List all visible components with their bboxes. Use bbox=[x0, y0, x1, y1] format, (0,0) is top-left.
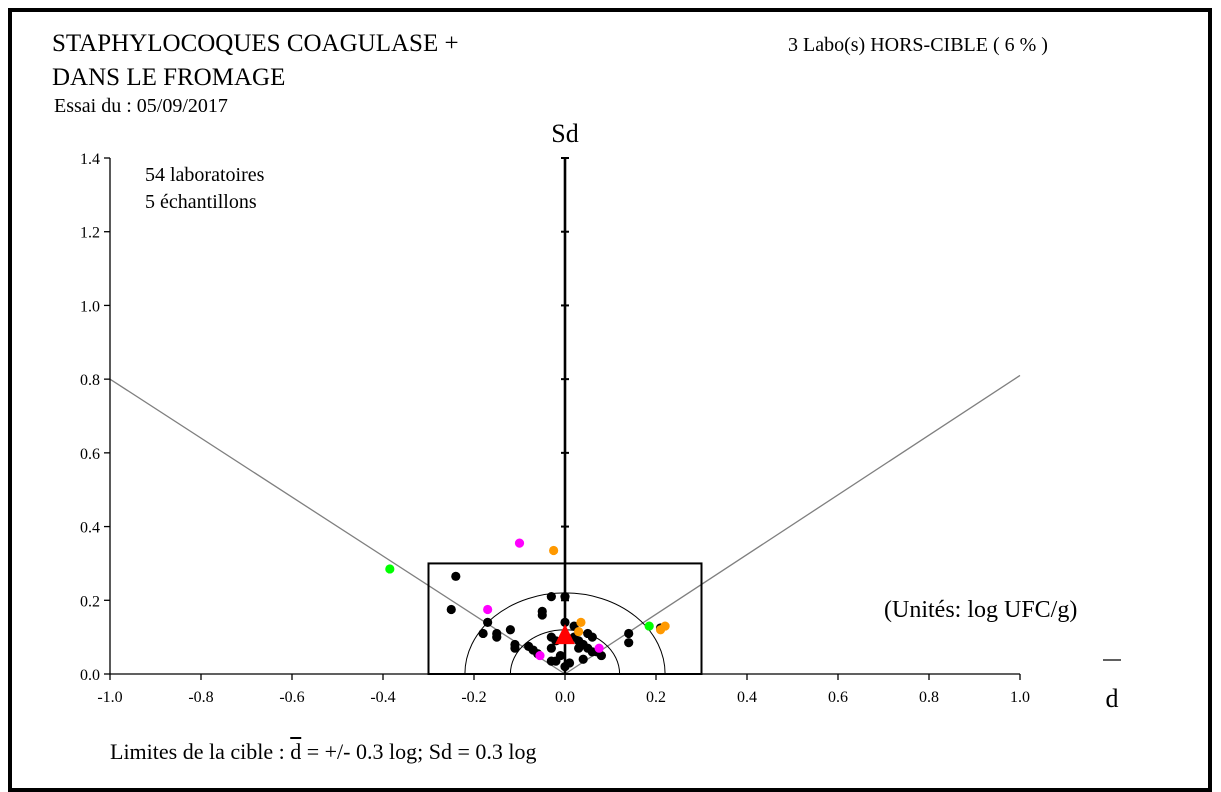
data-point bbox=[483, 617, 493, 628]
y-tick-label: 1.4 bbox=[80, 151, 100, 168]
data-point bbox=[514, 538, 525, 548]
x-tick-label: 0.4 bbox=[737, 689, 757, 706]
data-point bbox=[385, 564, 395, 574]
y-tick-label: 0.2 bbox=[80, 593, 100, 610]
chart-title-line-1: STAPHYLOCOQUES COAGULASE + bbox=[52, 30, 459, 57]
y-tick-label: 0.4 bbox=[80, 520, 100, 537]
target-limits-suffix: = +/- 0.3 log; Sd = 0.3 log bbox=[301, 739, 537, 764]
data-point bbox=[546, 643, 556, 653]
data-point bbox=[594, 643, 604, 653]
units-label: (Unités: log UFC/g) bbox=[884, 597, 1078, 623]
x-tick-label: -0.8 bbox=[188, 689, 213, 706]
data-point bbox=[492, 632, 502, 642]
data-point bbox=[624, 628, 634, 639]
data-point bbox=[560, 617, 570, 628]
x-tick-label: 0.6 bbox=[828, 689, 848, 706]
x-tick-label: -1.0 bbox=[97, 689, 122, 706]
x-axis-title: d bbox=[1106, 684, 1119, 713]
y-axis-title: Sd bbox=[551, 119, 578, 148]
chart-title-line-2: DANS LE FROMAGE bbox=[52, 64, 286, 91]
data-point bbox=[549, 545, 559, 556]
out-of-target-count: 3 Labo(s) HORS-CIBLE ( 6 % ) bbox=[788, 34, 1048, 56]
data-point bbox=[587, 632, 597, 642]
y-tick-label: 0.8 bbox=[80, 372, 100, 389]
data-point bbox=[451, 571, 461, 581]
target-limits-prefix: Limites de la cible : bbox=[110, 739, 291, 764]
data-point bbox=[578, 654, 588, 664]
x-tick-label: -0.2 bbox=[461, 689, 486, 706]
x-tick-label: 0.8 bbox=[919, 689, 939, 706]
data-point bbox=[446, 604, 456, 615]
mean-marker bbox=[555, 624, 575, 645]
y-tick-label: 0.6 bbox=[80, 446, 100, 463]
data-point bbox=[624, 638, 634, 648]
target-limits-d-symbol: d bbox=[290, 739, 302, 764]
x-tick-label: 0.2 bbox=[646, 689, 666, 706]
target-limits-text: Limites de la cible : d = +/- 0.3 log; S… bbox=[110, 739, 536, 765]
x-tick-label: -0.4 bbox=[370, 689, 395, 706]
data-point bbox=[596, 650, 607, 661]
test-date: Essai du : 05/09/2017 bbox=[54, 95, 228, 117]
data-point bbox=[660, 621, 670, 631]
data-point bbox=[510, 643, 520, 653]
x-tick-label: 0.0 bbox=[555, 689, 575, 706]
y-tick-label: 1.0 bbox=[80, 298, 100, 315]
data-point bbox=[574, 643, 584, 653]
y-tick-label: 0.0 bbox=[80, 667, 100, 684]
data-point bbox=[537, 610, 547, 620]
data-point bbox=[483, 604, 493, 615]
chart-frame bbox=[8, 8, 1212, 792]
data-point bbox=[576, 617, 586, 628]
reference-line-1 bbox=[564, 374, 1021, 675]
data-point bbox=[546, 592, 556, 602]
data-point bbox=[644, 621, 654, 631]
x-tick-label: -0.6 bbox=[279, 689, 304, 706]
data-point bbox=[564, 658, 575, 668]
x-tick-label: 1.0 bbox=[1010, 689, 1030, 706]
data-point bbox=[560, 592, 570, 602]
data-point bbox=[478, 628, 488, 639]
data-point bbox=[574, 627, 584, 637]
annotation-0: 54 laboratoires bbox=[145, 164, 265, 186]
y-tick-label: 1.2 bbox=[80, 225, 100, 242]
data-point bbox=[555, 650, 566, 661]
data-point bbox=[505, 625, 515, 635]
annotation-1: 5 échantillons bbox=[145, 191, 257, 213]
data-point bbox=[535, 650, 545, 661]
